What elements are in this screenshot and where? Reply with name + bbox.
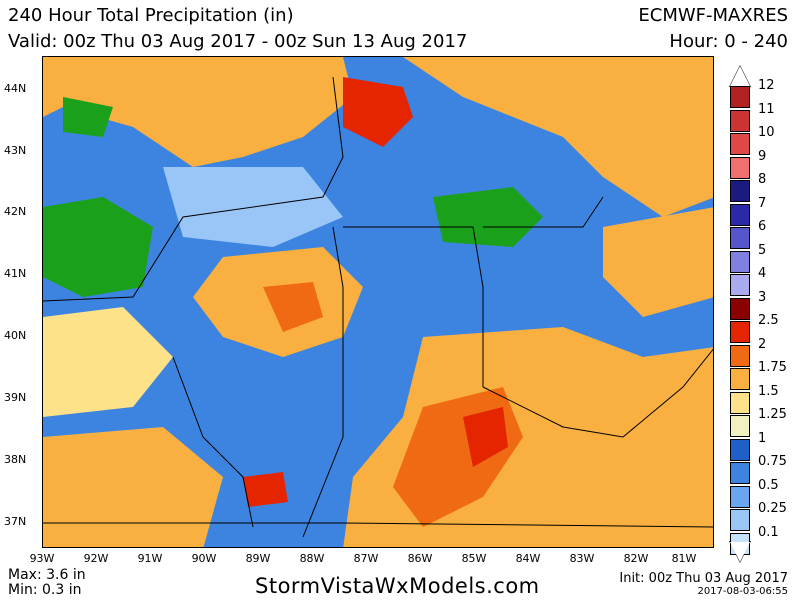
precip-region-15 [63, 97, 113, 137]
lon-label: 90W [191, 552, 217, 565]
precip-region-2 [403, 57, 713, 217]
lat-label: 37N [4, 515, 27, 528]
legend-swatch [730, 203, 750, 226]
legend-swatch [730, 227, 750, 249]
forecast-hours: Hour: 0 - 240 [669, 31, 788, 52]
site-name: StormVistaWxModels.com [255, 574, 540, 598]
lon-label: 84W [515, 552, 541, 565]
max-value: Max: 3.6 in [8, 567, 86, 583]
precipitation-map [42, 56, 714, 548]
map-title: 240 Hour Total Precipitation (in) [8, 5, 294, 26]
legend-label: 7 [758, 195, 767, 211]
lon-label: 86W [407, 552, 433, 565]
lat-label: 41N [4, 267, 27, 280]
lon-label: 91W [137, 552, 163, 565]
legend-bottom-arrow-icon [730, 542, 750, 562]
precip-region-14 [433, 187, 543, 247]
precip-region-13 [43, 197, 153, 297]
precip-region-10 [43, 427, 223, 547]
min-value: Min: 0.3 in [8, 582, 82, 598]
timestamp: 2017-08-03-06:55 [697, 586, 788, 597]
legend-label: 1.5 [758, 383, 779, 399]
lat-label: 43N [4, 144, 27, 157]
legend-swatch [730, 274, 750, 296]
legend-swatch [730, 509, 750, 531]
lat-label: 38N [4, 453, 27, 466]
legend-label: 0.75 [758, 454, 787, 469]
lon-label: 81W [671, 552, 697, 565]
lat-label: 39N [4, 391, 27, 404]
precip-region-3 [343, 77, 413, 147]
legend-label: 2 [758, 336, 767, 352]
legend-swatch [730, 438, 750, 461]
legend-label: 6 [758, 219, 767, 234]
legend-swatch [730, 391, 750, 414]
legend-label: 8 [758, 172, 767, 187]
legend-label: 1.25 [758, 407, 787, 422]
model-name: ECMWF-MAXRES [638, 5, 788, 26]
lon-label: 83W [569, 552, 595, 565]
precip-region-1 [43, 57, 353, 167]
legend-swatch [730, 109, 750, 132]
legend-label: 0.1 [758, 524, 779, 540]
lon-label: 93W [29, 552, 55, 565]
legend-swatch [730, 180, 750, 202]
lat-label: 40N [4, 329, 27, 342]
legend-top-arrow-icon [730, 66, 750, 86]
lon-label: 88W [299, 552, 325, 565]
precip-region-11 [243, 472, 288, 507]
legend-swatch [730, 415, 750, 437]
legend-swatch [730, 485, 750, 508]
legend-label: 9 [758, 148, 767, 164]
legend-label: 11 [758, 101, 775, 117]
valid-time: Valid: 00z Thu 03 Aug 2017 - 00z Sun 13 … [8, 31, 468, 52]
legend-swatch [730, 250, 750, 273]
legend-label: 5 [758, 242, 767, 258]
lon-label: 87W [353, 552, 379, 565]
map-borders [43, 76, 713, 538]
legend-swatch [730, 156, 750, 179]
lat-label: 44N [4, 82, 27, 95]
precip-region-9 [463, 407, 508, 467]
legend-label: 2.5 [758, 313, 779, 328]
legend-label: 12 [758, 78, 775, 93]
legend-label: 3 [758, 289, 767, 305]
legend-swatch [730, 462, 750, 484]
lon-label: 82W [623, 552, 649, 565]
lon-label: 85W [461, 552, 487, 565]
legend-label: 0.5 [758, 477, 779, 493]
precip-region-6 [43, 307, 173, 417]
legend-swatch [730, 297, 750, 320]
legend-swatch [730, 133, 750, 155]
precip-region-12 [603, 207, 713, 317]
legend-label: 1.75 [758, 360, 787, 375]
legend-swatch [730, 344, 750, 367]
map-canvas [43, 57, 713, 547]
lon-label: 92W [83, 552, 109, 565]
legend-swatch [730, 321, 750, 343]
legend-swatch [730, 86, 750, 108]
legend-label: 10 [758, 125, 775, 140]
legend-swatch [730, 368, 750, 390]
legend-label: 1 [758, 430, 767, 446]
init-time: Init: 00z Thu 03 Aug 2017 [619, 571, 788, 586]
legend-label: 4 [758, 266, 767, 281]
precip-region-5 [263, 282, 323, 332]
legend-label: 0.25 [758, 501, 787, 516]
lon-label: 89W [245, 552, 271, 565]
lat-label: 42N [4, 205, 27, 218]
